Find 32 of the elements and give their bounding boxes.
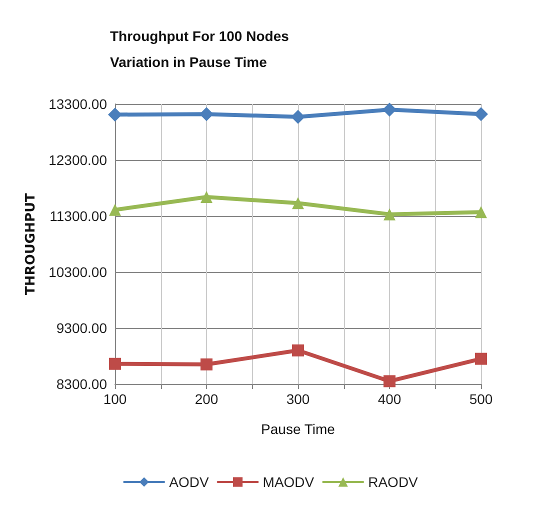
point [292,344,304,356]
point [474,107,488,122]
point [384,208,396,220]
point [200,190,212,203]
point [475,206,487,218]
y-axis-title: THROUGHPUT [24,192,39,295]
point [475,352,487,365]
chart-title: Throughput For 100 Nodes Variation in Pause Time [110,28,290,70]
y-tick-label: 13300.00 [48,96,108,112]
point [200,358,212,370]
x-tick-label: 200 [194,391,218,407]
x-tick-label: 400 [378,391,402,407]
legend-label: MAODV [262,474,315,490]
y-tick-label: 9300.00 [56,320,108,336]
point [291,110,305,124]
point [108,108,122,122]
y-tick-label: 10300.00 [48,264,108,280]
legend-label: AODV [169,474,210,490]
point [382,102,396,117]
legend-label: RAODV [368,474,419,490]
point [292,197,304,210]
x-tick-label: 100 [103,391,127,407]
x-tick-label: 300 [286,391,310,407]
point [384,375,396,388]
y-tick-label: 12300.00 [48,152,108,168]
x-axis-title: Pause Time [261,421,336,437]
point [109,358,121,370]
y-tick-label: 11300.00 [50,208,108,224]
point [109,204,121,216]
y-tick-label: 8300.00 [56,376,108,392]
point [200,107,214,122]
x-tick-label: 500 [469,391,493,407]
